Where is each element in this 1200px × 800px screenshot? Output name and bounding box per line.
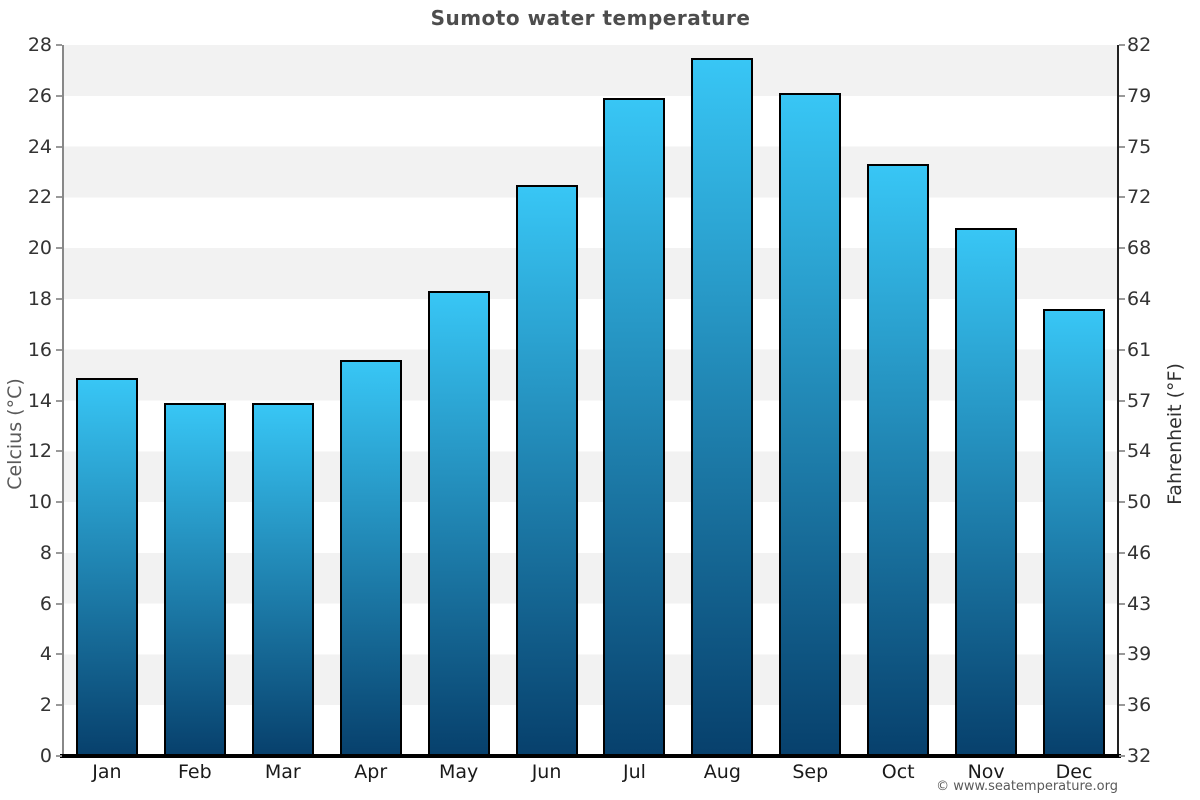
y-tick-celsius-26: 26 (27, 84, 52, 107)
y-tickmark-right (1119, 247, 1125, 250)
y-tickmark-left (56, 399, 62, 402)
bar-nov (955, 227, 1018, 756)
y-tickmark-right (1119, 44, 1125, 46)
y-tickmark-right (1119, 94, 1125, 97)
y-tick-fahrenheit-79: 79 (1127, 84, 1152, 107)
y-tick-fahrenheit-61: 61 (1127, 338, 1152, 361)
y-tick-fahrenheit-32: 32 (1127, 745, 1152, 767)
bar-mar (251, 403, 314, 756)
bar-may (427, 291, 490, 756)
x-tick-label-feb: Feb (178, 761, 212, 783)
y-tick-fahrenheit-72: 72 (1127, 186, 1152, 209)
y-tick-celsius-6: 6 (39, 592, 52, 615)
y-tick-celsius-28: 28 (27, 34, 52, 56)
bar-apr (339, 359, 402, 756)
y-tickmark-left (56, 551, 62, 554)
x-tick-label-jul: Jul (622, 761, 646, 783)
bar-sep (779, 93, 842, 756)
y-tickmark-left (56, 247, 62, 250)
y-tickmark-left (56, 653, 62, 656)
y-tick-fahrenheit-39: 39 (1127, 643, 1152, 666)
x-tick-label-apr: Apr (354, 761, 388, 783)
y-tickmark-right (1119, 450, 1125, 453)
y-tickmark-left (56, 348, 62, 351)
y-tick-celsius-12: 12 (27, 440, 52, 463)
x-tick-label-oct: Oct (881, 761, 915, 783)
y-tickmark-right (1119, 145, 1125, 148)
bar-aug (691, 57, 754, 756)
y-tick-fahrenheit-75: 75 (1127, 135, 1152, 158)
x-tick-label-jan: Jan (92, 761, 122, 783)
bar-feb (163, 403, 226, 756)
y-tickmark-right (1119, 297, 1125, 300)
x-tick-label-mar: Mar (264, 761, 301, 783)
y-tick-fahrenheit-43: 43 (1127, 592, 1152, 615)
y-tick-celsius-18: 18 (27, 287, 52, 310)
y-tick-celsius-14: 14 (27, 389, 52, 412)
x-tick-label-nov: Nov (967, 761, 1005, 783)
y-tickmark-right (1119, 755, 1125, 757)
y-tick-celsius-22: 22 (27, 186, 52, 209)
y-tick-fahrenheit-68: 68 (1127, 237, 1152, 260)
y-tickmark-left (56, 44, 62, 46)
y-tickmark-left (56, 501, 62, 504)
y-tickmark-right (1119, 704, 1125, 707)
y-tickmark-left (56, 145, 62, 148)
y-tickmark-left (56, 704, 62, 707)
y-tickmark-right (1119, 602, 1125, 605)
y-tickmark-right (1119, 501, 1125, 504)
y-tick-fahrenheit-36: 36 (1127, 694, 1152, 717)
y-tickmark-left (56, 450, 62, 453)
y-tick-celsius-10: 10 (27, 491, 52, 514)
y-tick-celsius-4: 4 (39, 643, 52, 666)
y-tick-fahrenheit-64: 64 (1127, 287, 1152, 310)
x-tick-label-may: May (438, 761, 479, 783)
y-tick-celsius-16: 16 (27, 338, 52, 361)
chart-title: Sumoto water temperature (430, 6, 751, 30)
x-tick-label-jun: Jun (531, 761, 562, 783)
y-tickmark-right (1119, 551, 1125, 554)
y-tick-celsius-0: 0 (39, 745, 52, 767)
x-axis-line (60, 754, 1121, 758)
bar-jun (515, 184, 578, 756)
bar-jan (75, 377, 138, 756)
y-tickmark-right (1119, 196, 1125, 199)
bar-oct (867, 164, 930, 756)
y-axis-line-fahrenheit (1117, 45, 1119, 757)
x-tick-label-aug: Aug (703, 761, 741, 783)
y-tick-fahrenheit-57: 57 (1127, 389, 1152, 412)
y-tick-celsius-20: 20 (27, 237, 52, 260)
x-tick-label-sep: Sep (792, 761, 829, 783)
y-axis-title-fahrenheit: Fahrenheit (°F) (1164, 363, 1186, 505)
y-tick-fahrenheit-54: 54 (1127, 440, 1152, 463)
y-axis-line-celsius (62, 45, 64, 757)
y-tickmark-right (1119, 653, 1125, 656)
y-tick-fahrenheit-50: 50 (1127, 491, 1152, 514)
watermark: © www.seatemperature.org (936, 779, 1118, 794)
bar-dec (1043, 309, 1106, 756)
bar-jul (603, 98, 666, 756)
y-tick-fahrenheit-46: 46 (1127, 541, 1152, 564)
y-tick-celsius-8: 8 (39, 541, 52, 564)
y-tickmark-left (56, 755, 62, 757)
y-tickmark-right (1119, 399, 1125, 402)
y-tickmark-right (1119, 348, 1125, 351)
y-tickmark-left (56, 196, 62, 199)
y-tickmark-left (56, 94, 62, 97)
y-axis-title-celsius: Celcius (°C) (4, 378, 26, 490)
y-tickmark-left (56, 602, 62, 605)
plot-area (63, 45, 1118, 756)
y-tick-fahrenheit-82: 82 (1127, 34, 1152, 56)
y-tick-celsius-24: 24 (27, 135, 52, 158)
y-tick-celsius-2: 2 (39, 694, 52, 717)
x-tick-label-dec: Dec (1055, 761, 1093, 783)
y-tickmark-left (56, 297, 62, 300)
